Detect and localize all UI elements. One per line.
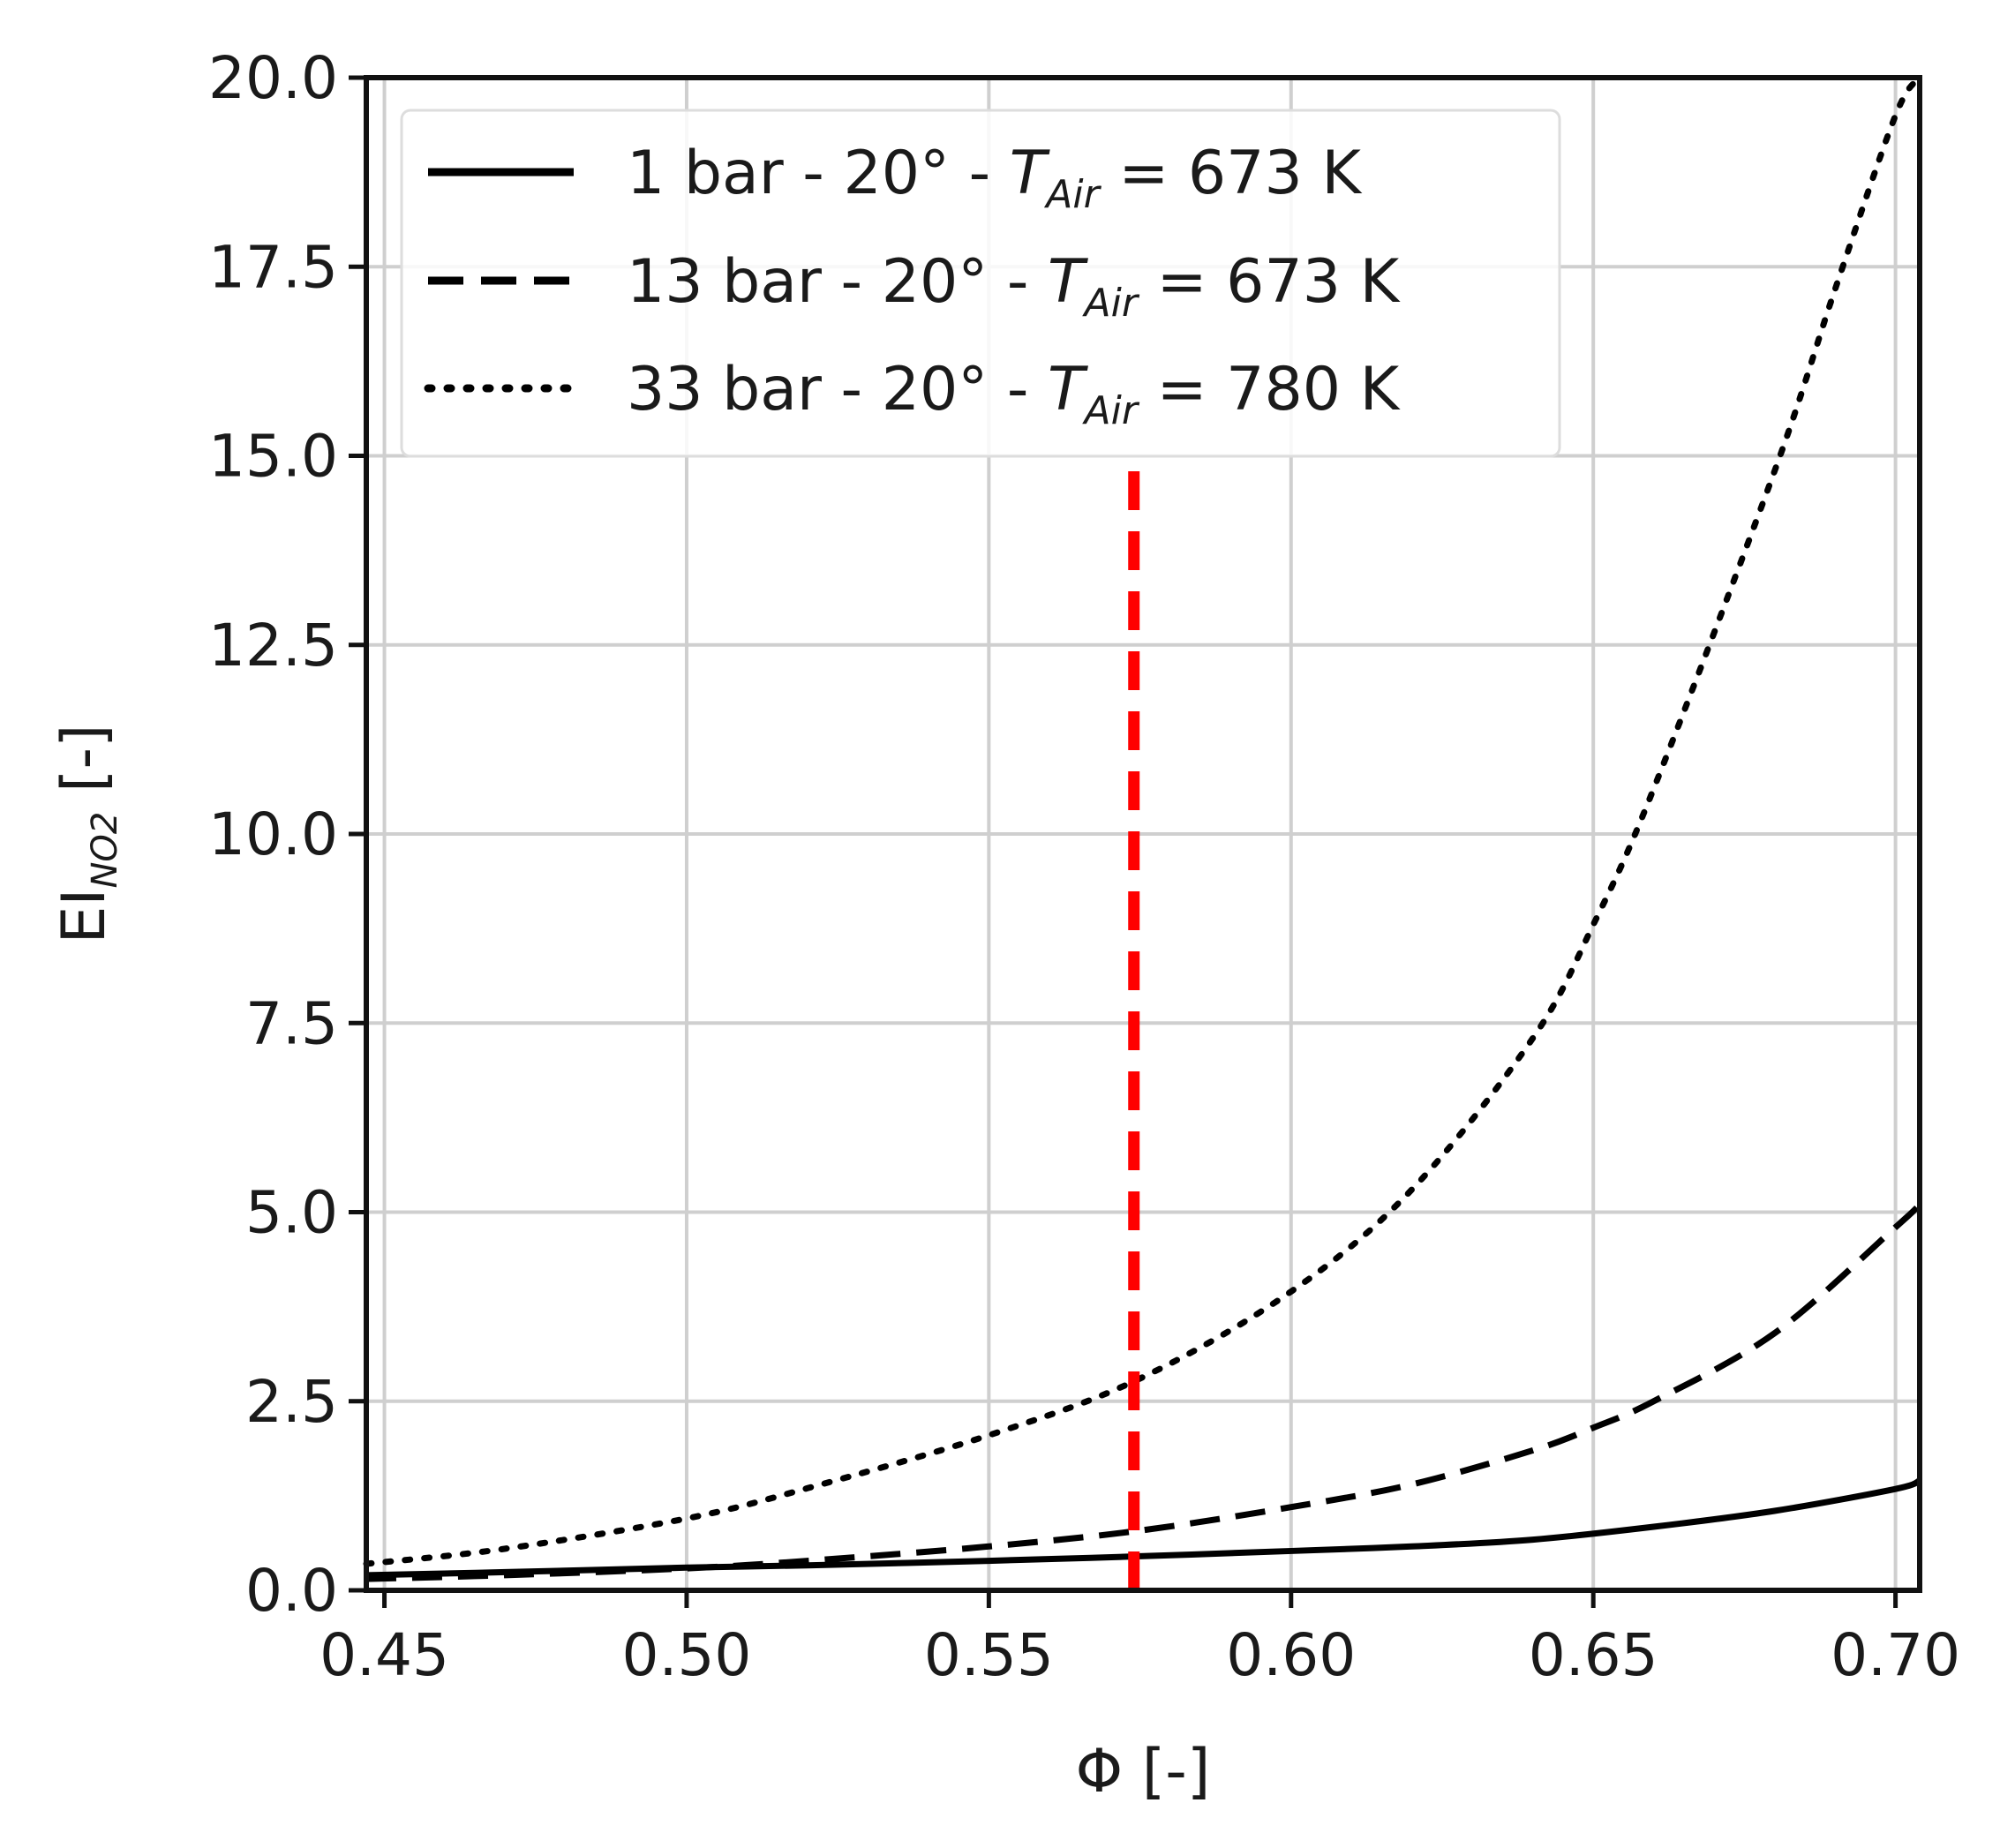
series-line-1: [365, 1202, 1922, 1582]
y-tick-label-7: 17.5: [208, 233, 338, 301]
legend-label-main-2: 33 bar - 20° -: [627, 355, 1048, 424]
y-axis-ticks: 0.0 2.5 5.0 7.5 10.0 12.5 15.0 17.5 20.0: [208, 44, 366, 1625]
legend-box: [400, 109, 1561, 458]
y-tick-label-4: 10.0: [208, 800, 338, 868]
legend: 1 bar - 20° - TAir = 673 K13 bar - 20° -…: [400, 109, 1561, 458]
y-tick-label-1: 2.5: [245, 1368, 338, 1436]
legend-label-main-0: 1 bar - 20° -: [627, 139, 1010, 208]
x-tick-label-2: 0.55: [924, 1621, 1054, 1689]
x-tick-label-5: 0.70: [1831, 1621, 1960, 1689]
y-tick-label-0: 0.0: [245, 1557, 338, 1625]
y-axis-label-main: EI: [49, 889, 119, 944]
y-axis-label: EINO2 [-]: [49, 724, 125, 943]
plot-lines: [363, 74, 1923, 1582]
legend-label-rest-0: = 673 K: [1100, 139, 1364, 208]
legend-label-rest-2: = 780 K: [1138, 355, 1402, 424]
y-tick-label-6: 15.0: [208, 423, 338, 491]
legend-label-sub-0: Air: [1043, 172, 1101, 217]
legend-label-sub-1: Air: [1082, 281, 1140, 326]
series-line-2: [363, 74, 1923, 1567]
legend-label-2: 33 bar - 20° - TAir = 780 K: [627, 355, 1402, 433]
legend-label-1: 13 bar - 20° - TAir = 673 K: [627, 247, 1402, 326]
y-tick-label-2: 5.0: [245, 1179, 338, 1247]
legend-label-sub-2: Air: [1082, 388, 1140, 433]
legend-label-0: 1 bar - 20° - TAir = 673 K: [627, 139, 1363, 217]
x-axis-ticks: 0.45 0.50 0.55 0.60 0.65 0.70: [320, 1590, 1960, 1689]
y-tick-label-8: 20.0: [208, 44, 338, 112]
x-tick-label-1: 0.50: [621, 1621, 751, 1689]
legend-label-var-0: T: [1010, 139, 1050, 208]
y-tick-label-5: 12.5: [208, 612, 338, 680]
x-axis-label: Φ [-]: [1076, 1737, 1211, 1807]
legend-label-rest-1: = 673 K: [1138, 247, 1402, 317]
legend-label-main-1: 13 bar - 20° -: [627, 247, 1048, 317]
x-tick-label-0: 0.45: [320, 1621, 449, 1689]
y-axis-label-unit: [-]: [49, 724, 119, 811]
x-tick-label-4: 0.65: [1529, 1621, 1658, 1689]
legend-label-var-2: T: [1048, 355, 1088, 424]
y-tick-label-3: 7.5: [245, 989, 338, 1057]
y-axis-label-subscript: NO2: [85, 812, 125, 889]
series-line-0: [365, 1477, 1921, 1579]
legend-label-var-1: T: [1048, 247, 1088, 317]
x-tick-label-3: 0.60: [1226, 1621, 1356, 1689]
